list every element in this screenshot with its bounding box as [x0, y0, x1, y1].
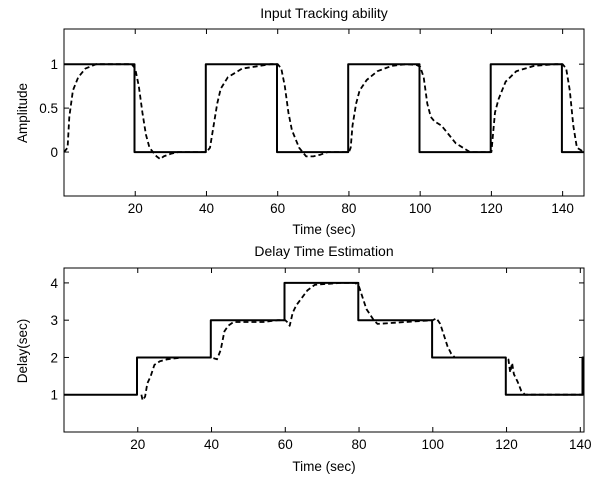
x-tick-label: 100	[422, 437, 445, 452]
dashed-series-line	[63, 63, 585, 160]
solid-series-line	[64, 63, 584, 154]
x-tick-label: 120	[495, 437, 518, 452]
solid-series-line	[64, 281, 584, 396]
x-tick-label: 60	[270, 201, 285, 216]
y-tick-label: 1	[50, 57, 58, 72]
x-tick-label: 100	[409, 201, 432, 216]
x-tick-label: 80	[341, 201, 356, 216]
x-tick-label: 140	[569, 437, 592, 452]
y-axis-label: Delay(sec)	[15, 319, 30, 384]
y-axis-label: Amplitude	[15, 83, 30, 143]
x-tick-label: 40	[199, 201, 214, 216]
x-tick-label: 140	[551, 201, 574, 216]
x-tick-label: 60	[278, 437, 293, 452]
x-tick-label: 80	[352, 437, 367, 452]
x-tick-label: 20	[128, 201, 143, 216]
y-tick-label: 1	[50, 388, 58, 403]
delay-chart: Delay Time Estimation Time (sec) Delay(s…	[15, 243, 592, 474]
y-tick-label: 4	[50, 276, 58, 291]
amplitude-chart: Input Tracking ability Time (sec) Amplit…	[15, 5, 585, 237]
y-tick-label: 0	[50, 145, 58, 160]
x-tick-label: 120	[480, 201, 503, 216]
y-tick-label: 2	[50, 350, 58, 365]
plot-frame	[63, 28, 585, 197]
chart-title: Input Tracking ability	[260, 5, 388, 21]
y-tick-label: 0.5	[39, 101, 58, 116]
plot-frame	[63, 267, 585, 433]
x-axis-label: Time (sec)	[292, 459, 355, 474]
chart-title: Delay Time Estimation	[254, 243, 393, 259]
dashed-series-line	[140, 282, 584, 402]
x-tick-label: 20	[130, 437, 145, 452]
x-tick-label: 40	[204, 437, 219, 452]
y-tick-label: 3	[50, 313, 58, 328]
x-axis-label: Time (sec)	[292, 222, 355, 237]
